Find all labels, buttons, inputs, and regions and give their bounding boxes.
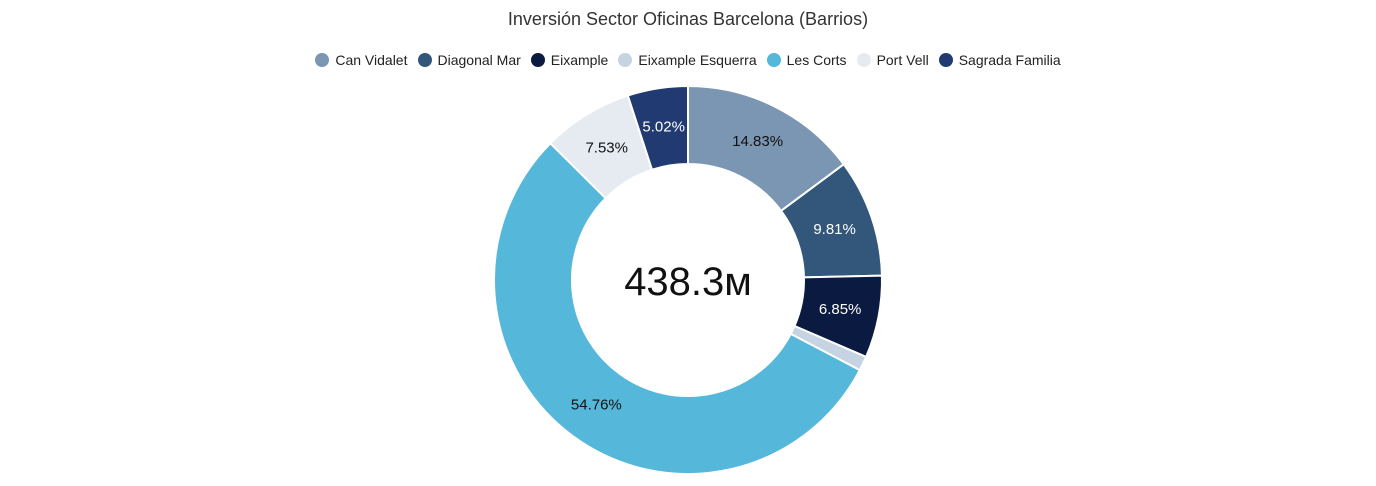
legend-label: Les Corts — [786, 52, 847, 68]
chart-legend: Can Vidalet Diagonal Mar Eixample Eixample … — [0, 52, 1376, 68]
legend-swatch — [856, 53, 871, 67]
legend-item-sagrada-familia[interactable]: Sagrada Familia — [938, 52, 1061, 68]
legend-item-eixample[interactable]: Eixample — [530, 52, 609, 68]
legend-label: Eixample Esquerra — [638, 52, 757, 68]
slice-sagrada-familia[interactable] — [626, 84, 689, 171]
legend-swatch — [618, 53, 633, 67]
slice-label-sagrada-familia: 5.02% — [642, 118, 685, 135]
legend-item-les-corts[interactable]: Les Corts — [766, 52, 847, 68]
legend-item-eixample-esquerra[interactable]: Eixample Esquerra — [618, 52, 757, 68]
legend-label: Sagrada Familia — [958, 52, 1061, 68]
slice-label-can-vidalet: 14.83% — [732, 133, 783, 150]
legend-swatch — [315, 53, 330, 67]
legend-label: Port Vell — [876, 52, 929, 68]
legend-swatch — [417, 53, 432, 67]
slice-les-corts[interactable] — [493, 141, 862, 475]
legend-label: Can Vidalet — [335, 52, 408, 68]
legend-item-diagonal-mar[interactable]: Diagonal Mar — [417, 52, 521, 68]
chart-title: Inversión Sector Oficinas Barcelona (Bar… — [507, 9, 869, 29]
slice-label-les-corts: 54.76% — [571, 396, 622, 413]
slice-label-port-vell: 7.53% — [585, 140, 628, 157]
legend-swatch — [530, 53, 545, 67]
slice-label-diagonal-mar: 9.81% — [813, 221, 856, 238]
legend-label: Diagonal Mar — [437, 52, 521, 68]
legend-item-port-vell[interactable]: Port Vell — [856, 52, 929, 68]
legend-swatch — [766, 53, 781, 67]
legend-swatch — [938, 53, 953, 67]
legend-item-can-vidalet[interactable]: Can Vidalet — [315, 52, 408, 68]
center-total-value: 438.3м — [624, 260, 752, 304]
legend-label: Eixample — [550, 52, 609, 68]
slice-label-eixample: 6.85% — [819, 301, 862, 318]
